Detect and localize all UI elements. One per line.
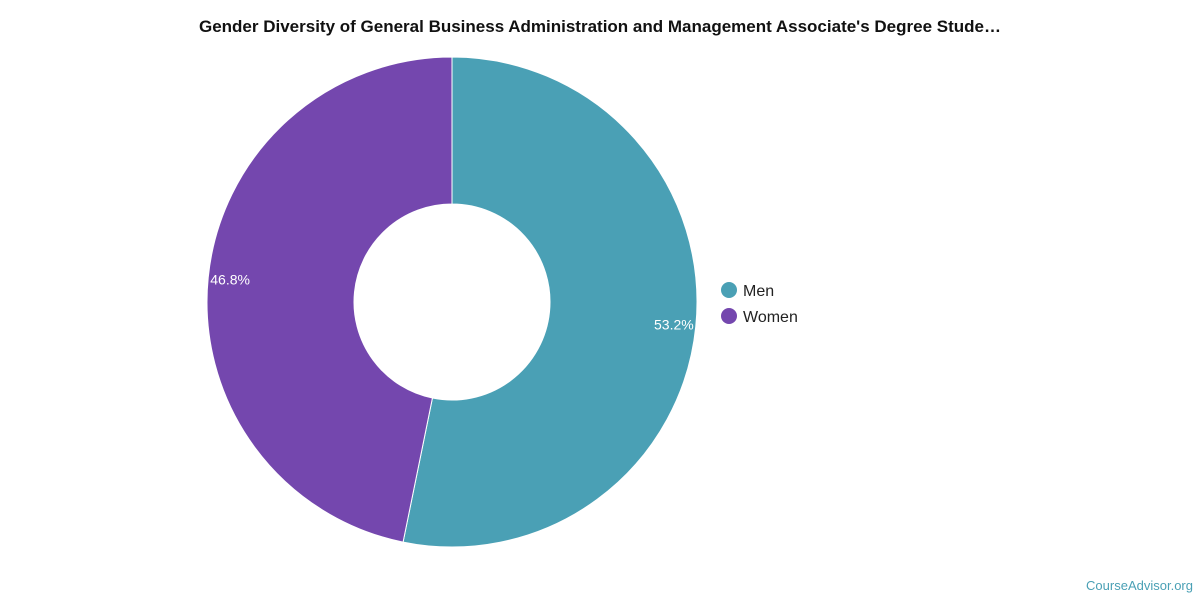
legend: Men Women	[721, 282, 798, 326]
chart-title: Gender Diversity of General Business Adm…	[198, 17, 1001, 36]
legend-label-women: Women	[743, 309, 798, 326]
legend-item-men[interactable]: Men	[721, 282, 774, 300]
slices-group	[206, 56, 698, 548]
slice-label-women: 46.8%	[210, 272, 250, 288]
legend-swatch-women	[721, 308, 737, 324]
source-watermark: CourseAdvisor.org	[1086, 578, 1193, 593]
slice-women[interactable]	[206, 56, 453, 543]
slice-label-men: 53.2%	[654, 316, 694, 332]
legend-label-men: Men	[743, 283, 774, 300]
legend-swatch-men	[721, 282, 737, 298]
legend-item-women[interactable]: Women	[721, 308, 798, 326]
slice-men[interactable]	[402, 56, 698, 548]
slice-labels-group: 53.2% 46.8%	[210, 272, 693, 333]
